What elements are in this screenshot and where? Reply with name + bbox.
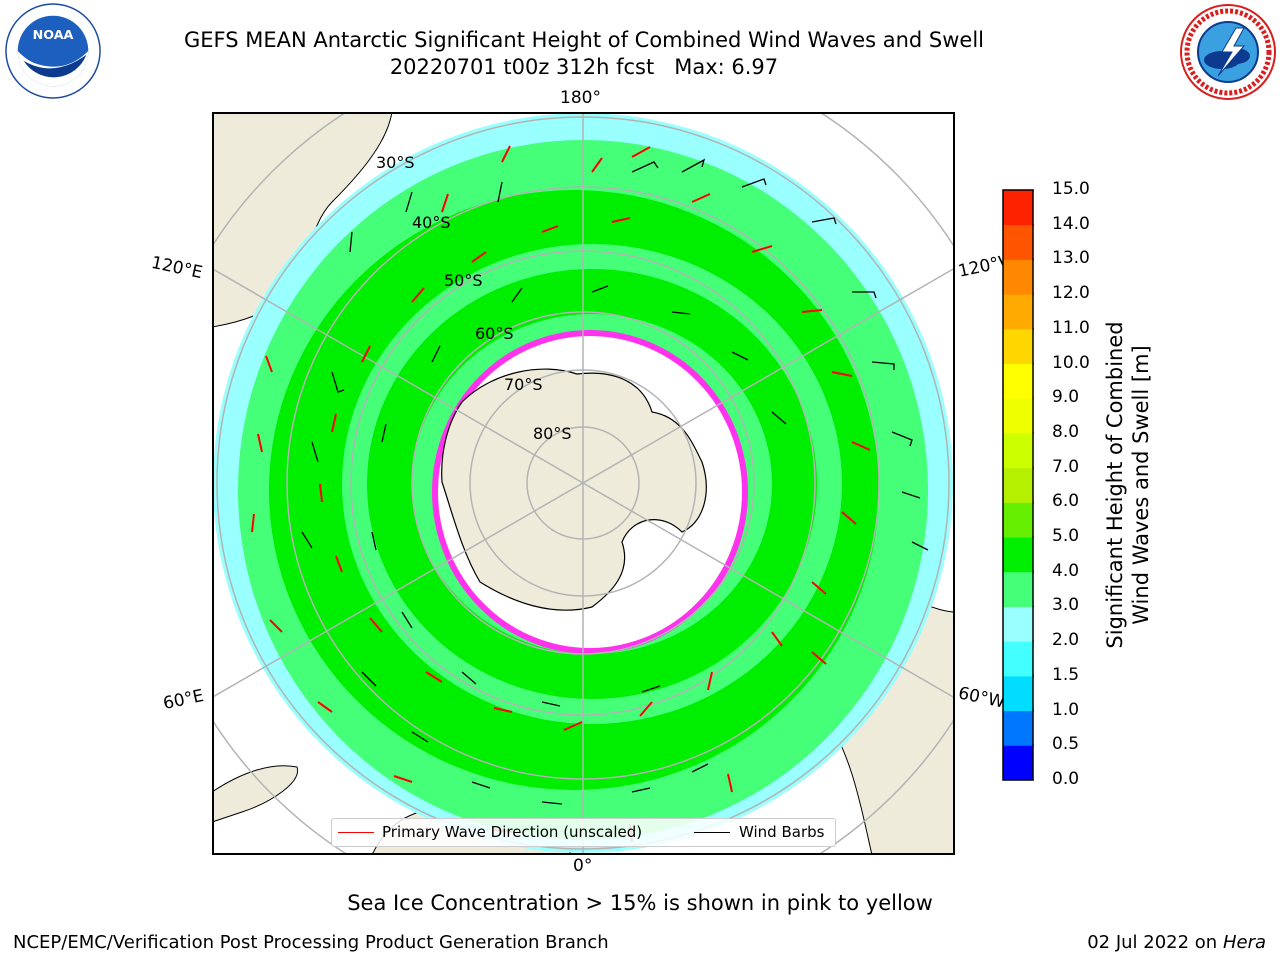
chart-title: GEFS MEAN Antarctic Significant Height o…: [183, 28, 985, 52]
lat-label-40s: 40°S: [412, 213, 451, 232]
colorbar-segment: [1003, 363, 1033, 399]
lon-label-120e: 120°E: [149, 252, 205, 284]
colorbar-tick-label: 12.0: [1052, 283, 1090, 304]
lon-label-0: 0°: [573, 856, 593, 876]
noaa-logo: NOAA: [5, 3, 101, 99]
colorbar-segment: [1003, 467, 1033, 503]
lat-label-70s: 70°S: [504, 375, 543, 394]
wind-barbs-legend-label: Wind Barbs: [739, 823, 825, 841]
colorbar-tick-label: 1.5: [1052, 664, 1080, 685]
colorbar-segment: [1003, 294, 1033, 330]
colorbar-tick-label: 2.0: [1052, 630, 1080, 651]
antarctica-land: [441, 368, 707, 611]
lat-label-50s: 50°S: [444, 271, 483, 290]
colorbar-tick-label: 9.0: [1052, 387, 1080, 408]
colorbar-tick-label: 10.0: [1052, 352, 1090, 373]
credit-left: NCEP/EMC/Verification Post Processing Pr…: [13, 932, 609, 953]
polar-map: [212, 112, 955, 855]
wave-direction-legend-line: [338, 832, 374, 833]
colorbar-tick-label: 8.0: [1052, 421, 1080, 442]
colorbar-segment: [1003, 710, 1033, 746]
graticule: [213, 113, 954, 854]
colorbar-segment: [1003, 502, 1033, 538]
lat-label-60s: 60°S: [475, 324, 514, 343]
lon-label-60e: 60°E: [161, 685, 206, 715]
colorbar-label-line2: Wind Waves and Swell [m]: [1129, 345, 1153, 625]
colorbar-segment: [1003, 606, 1033, 642]
colorbar-segment: [1003, 398, 1033, 434]
credit-date: 02 Jul 2022 on: [1087, 932, 1218, 953]
credit-right: 02 Jul 2022 on Hera: [1087, 932, 1266, 953]
colorbar-segment: [1003, 224, 1033, 260]
lon-label-180: 180°: [560, 88, 601, 108]
madagascar-land: [213, 765, 298, 823]
colorbar-tick-label: 4.0: [1052, 560, 1080, 581]
colorbar-tick-label: 6.0: [1052, 491, 1080, 512]
colorbar-tick-label: 11.0: [1052, 317, 1090, 338]
credit-host: Hera: [1222, 932, 1266, 953]
svg-text:NOAA: NOAA: [33, 28, 74, 43]
wind-barbs: [301, 158, 929, 805]
lon-label-60w: 60°W: [956, 683, 1007, 713]
colorbar-tick-label: 1.0: [1052, 699, 1080, 720]
colorbar-segment: [1003, 641, 1033, 677]
lat-label-80s: 80°S: [533, 424, 572, 443]
colorbar-segment: [1003, 432, 1033, 469]
colorbar-segment: [1003, 675, 1033, 712]
colorbar-tick-label: 0.5: [1052, 734, 1080, 755]
colorbar-tick-label: 15.0: [1052, 179, 1090, 199]
map-frame: [212, 112, 955, 855]
chart-subtitle: 20220701 t00z 312h fcst Max: 6.97: [389, 55, 779, 79]
map-legend: Primary Wave Direction (unscaled) Wind B…: [331, 818, 836, 847]
colorbar: [1002, 189, 1034, 781]
colorbar-frame: [1002, 189, 1034, 781]
sea-ice-note: Sea Ice Concentration > 15% is shown in …: [347, 891, 933, 915]
colorbar-label-line1: Significant Height of Combined: [1103, 321, 1127, 649]
colorbar-segment: [1003, 745, 1033, 781]
wave-direction-legend-label: Primary Wave Direction (unscaled): [382, 823, 643, 841]
lat-label-30s: 30°S: [376, 153, 415, 172]
colorbar-segment: [1003, 328, 1033, 365]
colorbar-segment: [1003, 190, 1033, 226]
colorbar-tick-label: 3.0: [1052, 595, 1080, 616]
colorbar-segment: [1003, 259, 1033, 295]
colorbar-tick-label: 7.0: [1052, 456, 1080, 477]
nws-logo: [1180, 4, 1276, 100]
colorbar-segment: [1003, 571, 1033, 607]
colorbar-tick-label: 5.0: [1052, 526, 1080, 547]
colorbar-segment: [1003, 537, 1033, 573]
colorbar-tick-label: 0.0: [1052, 769, 1080, 789]
colorbar-tick-label: 13.0: [1052, 248, 1090, 269]
wind-barbs-legend-line: [694, 832, 730, 833]
colorbar-tick-label: 14.0: [1052, 213, 1090, 234]
